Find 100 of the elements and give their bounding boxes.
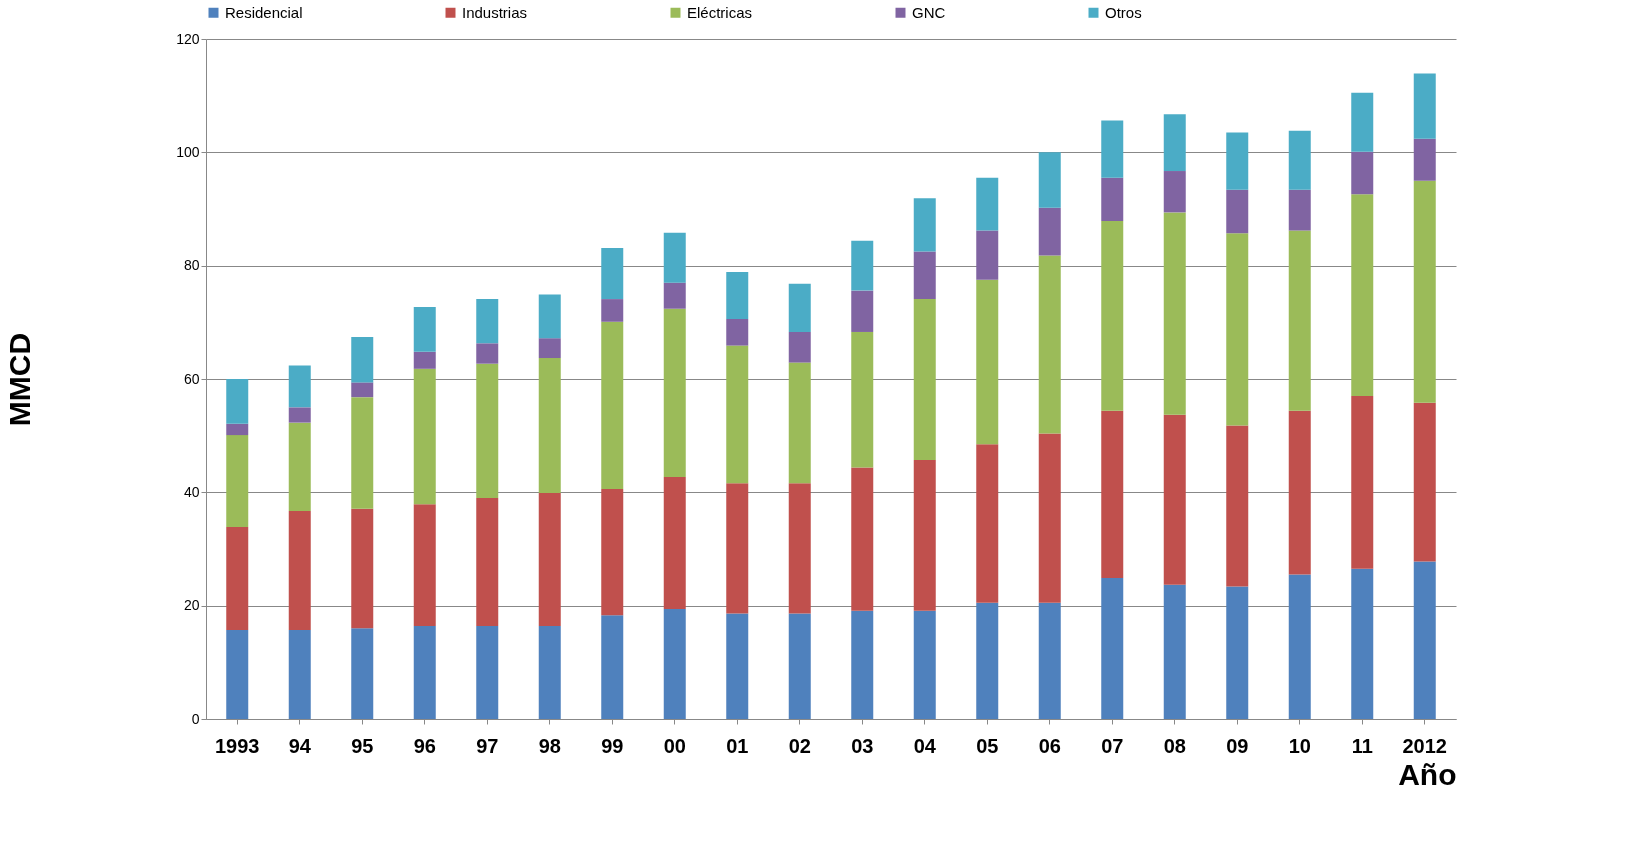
x-tick-label: 01: [726, 734, 749, 757]
x-tick-label: 98: [538, 734, 561, 757]
y-tick-label: 0: [191, 710, 200, 727]
bar: [288, 511, 311, 631]
bar: [1101, 120, 1124, 178]
legend-label: Residencial: [225, 3, 303, 21]
bar: [1226, 425, 1249, 587]
bar: [413, 351, 436, 369]
bar: [976, 230, 999, 280]
x-tick-label: 94: [288, 734, 312, 757]
bar: [1101, 220, 1124, 411]
bar: [663, 477, 686, 610]
bar: [788, 362, 811, 484]
bar: [601, 488, 624, 616]
legend-label: GNC: [912, 3, 946, 21]
bar: [1101, 410, 1124, 578]
bar: [1226, 189, 1249, 234]
bar: [1413, 180, 1436, 403]
bar: [1226, 132, 1249, 190]
bar: [351, 337, 374, 383]
bar: [1413, 561, 1436, 719]
y-tick-label: 40: [183, 483, 200, 500]
bar: [913, 610, 936, 719]
bar: [976, 602, 999, 719]
bar: [1163, 114, 1186, 172]
bar: [1351, 92, 1374, 152]
bar: [663, 282, 686, 309]
bar: [913, 299, 936, 461]
x-tick-label: 02: [788, 734, 811, 757]
bar: [913, 251, 936, 300]
bar: [851, 610, 874, 719]
bar: [601, 248, 624, 300]
bar: [288, 422, 311, 512]
bar: [413, 307, 436, 352]
bar: [538, 626, 561, 719]
y-tick-label: 60: [183, 370, 200, 387]
bar: [288, 630, 311, 719]
x-tick-label: 95: [351, 734, 374, 757]
legend-label: Industrias: [462, 3, 528, 21]
bar: [1351, 194, 1374, 396]
x-tick-label: 11: [1351, 734, 1373, 757]
bar: [476, 363, 499, 498]
bar: [288, 365, 311, 408]
bar: [226, 435, 249, 527]
bar: [663, 232, 686, 283]
y-tick-label: 20: [183, 597, 200, 614]
bar: [1413, 402, 1436, 562]
bar: [1163, 171, 1186, 213]
bar: [226, 630, 249, 719]
bar: [351, 508, 374, 629]
bar: [1038, 255, 1061, 434]
bar: [913, 460, 936, 611]
bar: [1288, 410, 1311, 575]
x-tick-label: 04: [913, 734, 937, 757]
bar: [1163, 584, 1186, 719]
bar: [538, 294, 561, 339]
bar: [913, 198, 936, 252]
bar: [1038, 433, 1061, 603]
bar: [538, 338, 561, 359]
x-tick-label: 99: [601, 734, 624, 757]
x-tick-label: 96: [413, 734, 436, 757]
y-tick-label: 100: [176, 143, 200, 160]
bar: [976, 444, 999, 603]
bar: [1288, 189, 1311, 231]
bar: [288, 407, 311, 423]
bar: [788, 331, 811, 363]
y-tick-label: 80: [183, 257, 200, 274]
bar: [601, 299, 624, 322]
bar: [601, 321, 624, 489]
bar: [476, 498, 499, 627]
x-tick-label: 06: [1038, 734, 1061, 757]
bar: [1038, 152, 1061, 208]
bar: [1351, 396, 1374, 569]
bar: [1413, 73, 1436, 139]
bar: [726, 613, 749, 719]
bar: [851, 240, 874, 291]
bar: [1226, 233, 1249, 426]
bar: [476, 343, 499, 364]
x-axis-title: Año: [1398, 757, 1457, 791]
bar: [413, 368, 436, 505]
x-tick-label: 1993: [215, 734, 260, 757]
y-axis-title: MMCD: [3, 332, 37, 427]
bar: [1163, 212, 1186, 415]
bar: [726, 345, 749, 484]
bar: [1038, 602, 1061, 719]
bar: [976, 177, 999, 231]
bar: [1351, 151, 1374, 195]
bar: [851, 331, 874, 468]
bar: [413, 504, 436, 627]
x-tick-label: 09: [1226, 734, 1249, 757]
bar: [976, 279, 999, 445]
bar: [851, 290, 874, 332]
bar: [476, 626, 499, 719]
bar: [351, 628, 374, 719]
bar: [663, 308, 686, 478]
bar: [726, 271, 749, 319]
bar: [1101, 177, 1124, 221]
bar: [1288, 230, 1311, 411]
bar: [663, 609, 686, 719]
bar: [788, 613, 811, 719]
